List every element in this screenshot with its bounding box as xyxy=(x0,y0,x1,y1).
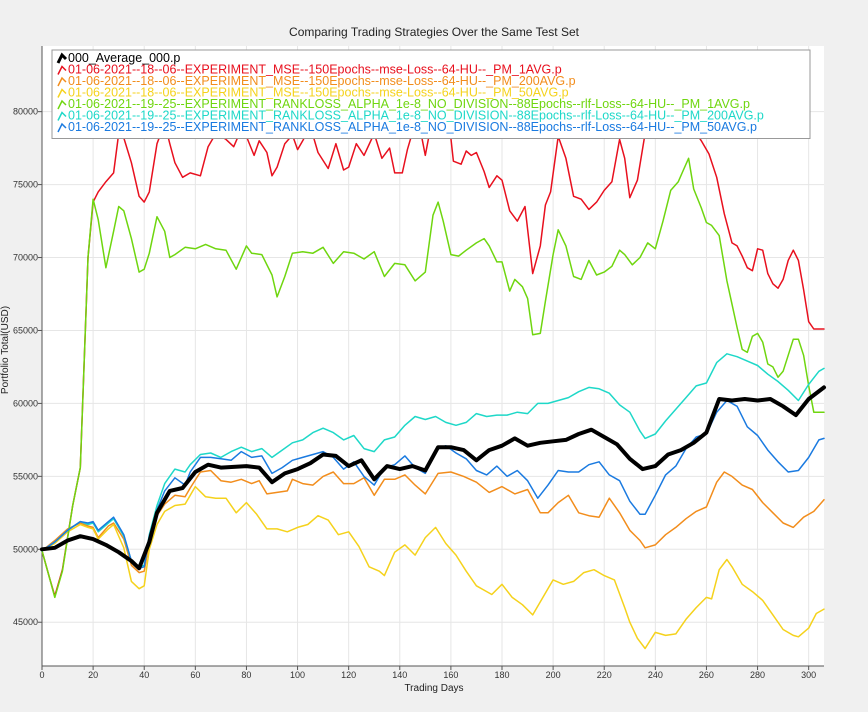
y-tick-label: 50000 xyxy=(13,544,38,554)
x-tick-label: 0 xyxy=(39,670,44,680)
legend-entry: 01-06-2021--19--25--EXPERIMENT_RANKLOSS_… xyxy=(68,97,750,111)
y-axis-label: Portfolio Total(USD) xyxy=(0,306,11,394)
legend-swatch xyxy=(57,88,67,98)
y-tick-label: 60000 xyxy=(13,398,38,408)
legend: 000_Average_000.p01-06-2021--18--06--EXP… xyxy=(51,49,811,139)
y-tick-label: 45000 xyxy=(13,617,38,627)
legend-swatch xyxy=(57,76,67,87)
x-tick-label: 40 xyxy=(139,670,149,680)
x-tick-label: 180 xyxy=(494,670,509,680)
legend-entry: 01-06-2021--19--25--EXPERIMENT_RANKLOSS_… xyxy=(68,109,764,123)
y-tick-label: 65000 xyxy=(13,325,38,335)
legend-swatch xyxy=(57,111,67,121)
x-tick-label: 80 xyxy=(241,670,251,680)
series-line xyxy=(41,157,825,599)
x-tick-label: 300 xyxy=(801,670,816,680)
x-axis-label: Trading Days xyxy=(404,683,463,694)
legend-entry: 01-06-2021--19--25--EXPERIMENT_RANKLOSS_… xyxy=(68,120,757,134)
y-tick-label: 80000 xyxy=(13,107,38,117)
series-line xyxy=(40,385,826,571)
x-tick-label: 280 xyxy=(750,670,765,680)
x-tick-label: 20 xyxy=(88,670,98,680)
y-tick-label: 75000 xyxy=(13,180,38,190)
series-line xyxy=(41,485,825,650)
legend-entry: 01-06-2021--18--06--EXPERIMENT_MSE--150E… xyxy=(68,63,562,77)
y-tick-labels: 45000 50000 55000 60000 65000 70000 75000 80000 xyxy=(13,107,42,627)
x-tick-label: 260 xyxy=(699,670,714,680)
legend-swatch xyxy=(56,52,68,64)
x-tick-labels: 0 20 40 60 80 100 120 140 160 180 200 220 240 260 280 3… xyxy=(39,666,816,680)
x-tick-label: 140 xyxy=(392,670,407,680)
y-tick-label: 70000 xyxy=(13,253,38,263)
x-tick-label: 240 xyxy=(648,670,663,680)
legend-entry: 01-06-2021--18--06--EXPERIMENT_MSE--150E… xyxy=(68,74,576,88)
x-tick-label: 60 xyxy=(190,670,200,680)
plot-area xyxy=(42,46,824,666)
chart-title: Comparing Trading Strategies Over the Sa… xyxy=(289,25,580,39)
legend-entry: 01-06-2021--18--06--EXPERIMENT_MSE--150E… xyxy=(68,86,569,100)
x-tick-label: 160 xyxy=(443,670,458,680)
legend-entry: 000_Average_000.p xyxy=(68,51,180,65)
legend-box xyxy=(51,49,811,139)
axes xyxy=(41,46,824,667)
x-tick-label: 200 xyxy=(546,670,561,680)
x-tick-label: 100 xyxy=(290,670,305,680)
legend-swatch xyxy=(57,122,67,133)
x-tick-label: 120 xyxy=(341,670,356,680)
x-tick-label: 220 xyxy=(597,670,612,680)
legend-swatch xyxy=(57,99,67,110)
legend-swatch xyxy=(57,65,67,75)
y-tick-label: 55000 xyxy=(13,471,38,481)
